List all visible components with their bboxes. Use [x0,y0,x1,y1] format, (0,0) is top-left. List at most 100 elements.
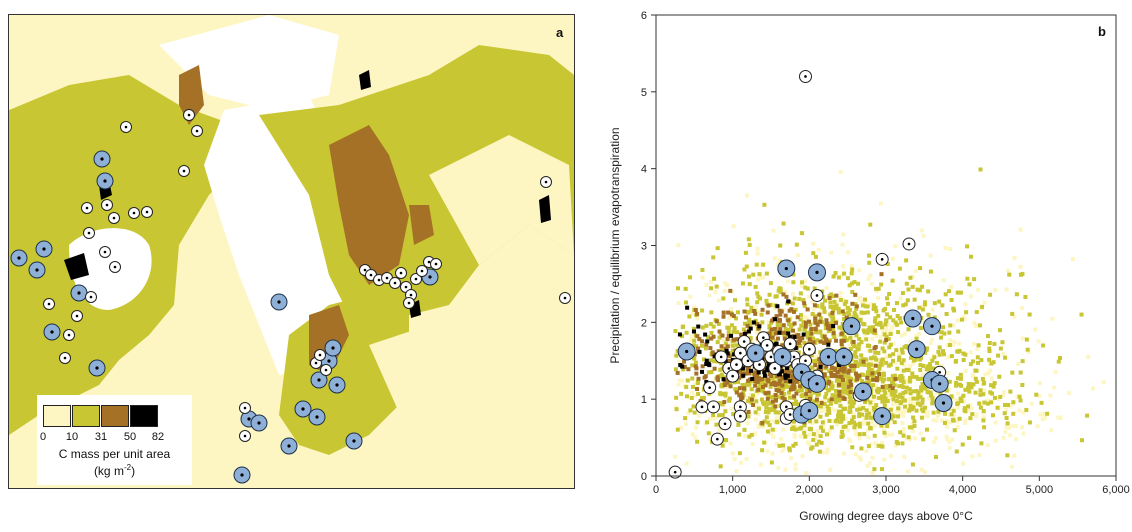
background-point [870,371,875,376]
background-point [842,316,847,321]
background-point [697,337,702,342]
background-point [1007,272,1012,277]
background-point [721,296,726,301]
background-point [729,323,734,328]
background-point [778,259,783,264]
background-point [802,327,807,332]
map-site-dot [67,333,71,337]
background-point [1018,264,1023,269]
background-point [798,317,803,322]
background-point [861,405,866,410]
background-point [907,375,912,380]
background-point [859,312,864,317]
background-point [932,355,937,360]
background-point [955,402,960,407]
background-point [849,382,854,387]
background-point [1020,382,1025,387]
background-point [684,330,689,335]
background-point [854,307,859,312]
background-point [737,370,742,375]
background-point [746,274,751,279]
background-point [708,358,713,363]
map-site-dot [563,296,567,300]
background-point [801,332,806,337]
background-point [830,365,835,370]
background-point [935,390,940,395]
background-point [829,425,834,430]
background-point [734,343,739,348]
background-point [731,224,736,229]
background-point [857,455,862,460]
map-site-dot [35,268,39,272]
background-point [1002,411,1007,416]
background-point [805,335,810,340]
map-site-dot [301,407,305,411]
background-point [787,448,792,453]
background-point [801,314,806,319]
background-point [773,385,778,390]
map-site-dot [363,268,367,272]
background-point [873,441,878,446]
background-point [746,414,751,419]
background-point [703,346,708,351]
background-point [815,338,820,343]
background-point [786,318,791,323]
background-point [689,395,694,400]
background-point [861,359,866,364]
background-point [756,412,761,417]
background-point [791,382,796,387]
background-point [918,402,923,407]
background-point [862,362,867,367]
background-point [794,242,799,247]
map-site-dot [89,295,93,299]
background-point [951,408,956,413]
map-site-dot [420,269,424,273]
background-point [888,407,893,412]
background-point [811,437,816,442]
background-point [889,416,894,421]
background-point [828,300,833,305]
background-point [809,446,814,451]
background-point [741,386,746,391]
background-point [721,377,726,382]
background-point [977,401,982,406]
background-point [863,304,868,309]
background-point [756,370,761,375]
background-point [803,279,808,284]
background-point [773,317,778,322]
background-point [703,332,708,337]
background-point [721,441,726,446]
background-point [1036,339,1041,344]
background-point [722,288,727,293]
background-point [916,390,921,395]
background-point [888,384,893,389]
background-point [725,351,730,356]
background-point [762,202,767,207]
background-point [893,377,898,382]
background-point [720,443,725,448]
white-site-center [727,367,731,370]
legend-swatch-3 [101,405,129,427]
background-point [745,421,750,426]
background-point [864,449,869,454]
background-point [753,417,758,422]
background-point [957,382,962,387]
background-point [885,262,890,267]
background-point [774,388,779,393]
background-point [725,344,730,349]
background-point [825,398,830,403]
background-point [967,435,972,440]
background-point [785,368,790,373]
background-point [791,328,796,333]
background-point [887,393,892,398]
background-point [875,318,880,323]
background-point [747,321,752,326]
background-point [901,358,906,363]
background-point [770,407,775,412]
background-point [976,343,981,348]
background-point [910,462,915,467]
background-point [906,469,911,474]
background-point [822,401,827,406]
background-point [873,345,878,350]
x-tick-label: 2,000 [796,484,824,496]
